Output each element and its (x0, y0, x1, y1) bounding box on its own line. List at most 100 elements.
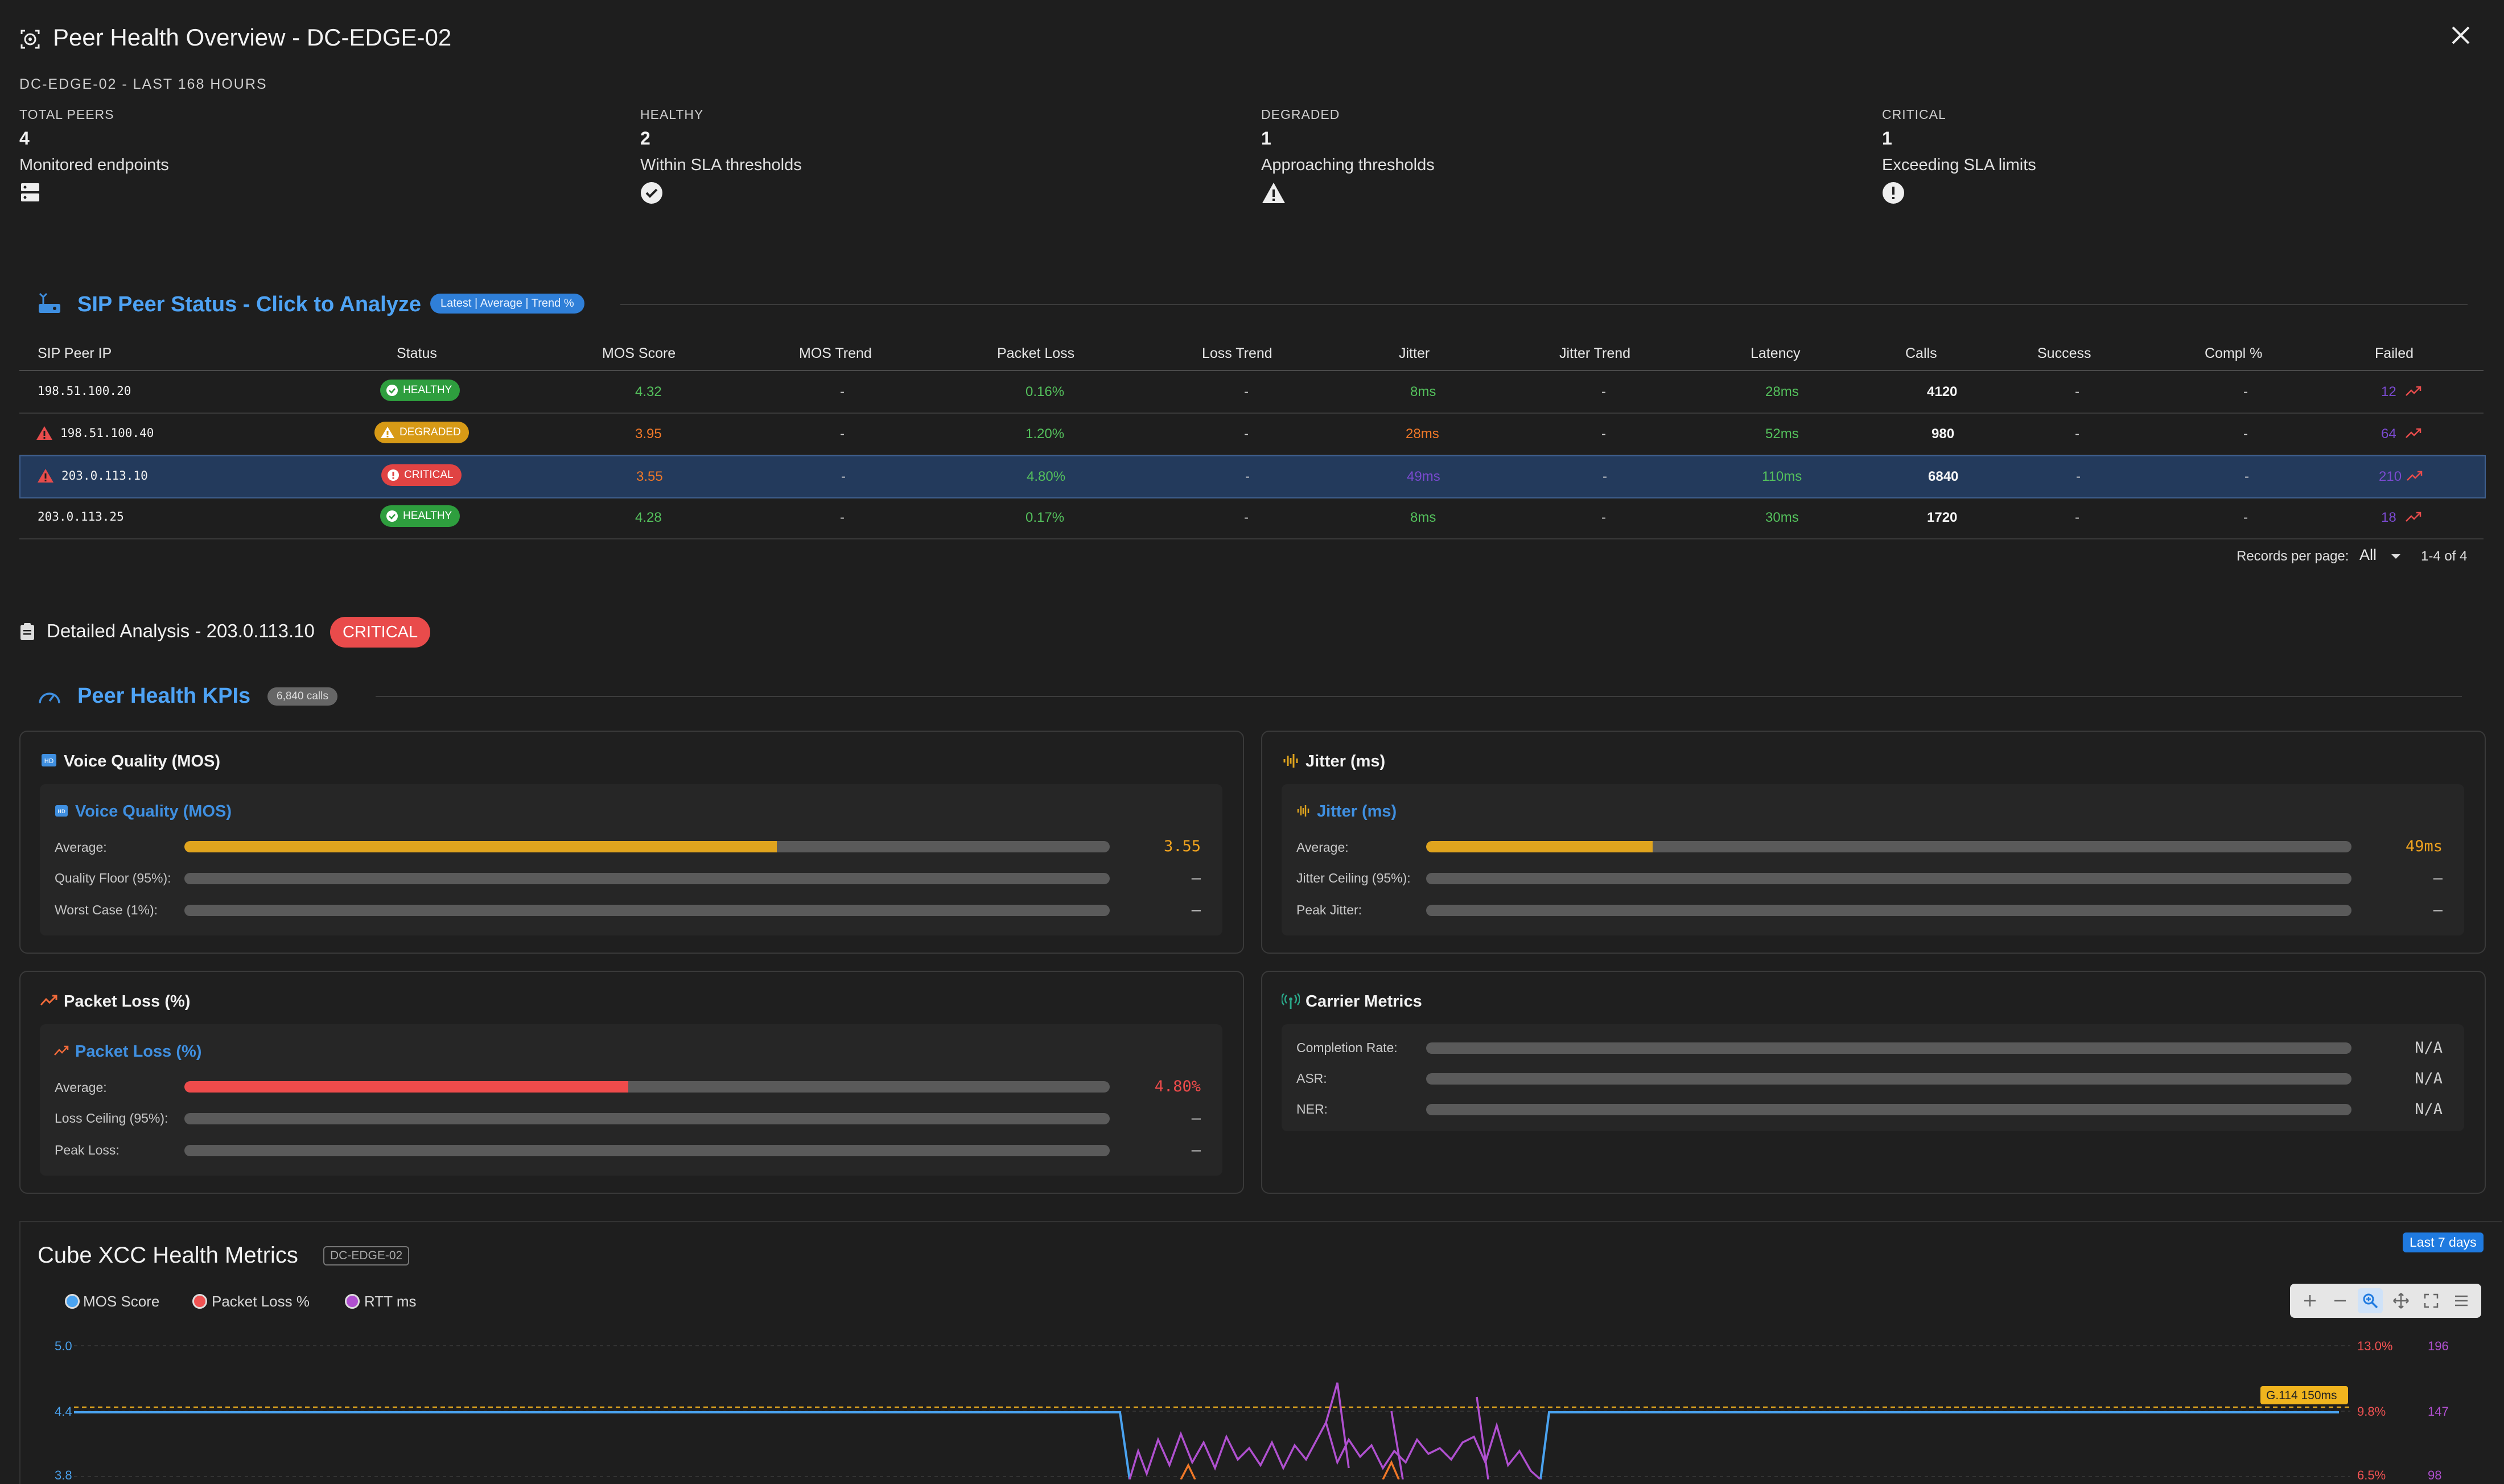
mos-value: 4.32 (635, 384, 662, 399)
y-tick-right-rtt: 196 (2428, 1339, 2449, 1353)
loss-value: 0.16% (1026, 384, 1065, 399)
metric-value: – (1191, 1141, 1201, 1159)
series-mos-line (74, 1411, 2339, 1479)
pagination-range: 1-4 of 4 (2421, 549, 2468, 564)
stat-desc: Monitored endpoints (19, 156, 169, 174)
col-header-calls[interactable]: Calls (1905, 345, 1937, 361)
close-icon[interactable] (2448, 23, 2473, 48)
dashboard-icon (19, 28, 41, 50)
page-title: Peer Health Overview - DC-EDGE-02 (53, 24, 452, 51)
metric-bar (184, 905, 1110, 916)
col-header-mos-trend[interactable]: MOS Trend (799, 345, 872, 361)
mos-trend: - (840, 384, 845, 399)
panel-title: Voice Quality (MOS) (75, 802, 232, 821)
latency-value: 28ms (1765, 384, 1799, 399)
hd-icon: HD (55, 805, 68, 817)
metric-bar (1426, 1104, 2351, 1115)
status-badge: DEGRADED (374, 422, 469, 443)
success-value: - (2075, 384, 2079, 399)
calls-value: 6840 (1928, 469, 1959, 484)
stat-label: TOTAL PEERS (19, 107, 114, 122)
legend-label-rtt[interactable]: RTT ms (364, 1293, 417, 1310)
carrier-metrics-panel: Completion Rate: N/A ASR: N/A NER: N/A (1282, 1024, 2464, 1131)
warning-icon (36, 426, 52, 440)
divider (376, 696, 2462, 697)
peer-ip: 198.51.100.40 (60, 426, 154, 440)
y-tick-right-loss: 9.8% (2357, 1404, 2386, 1419)
table-row[interactable]: 198.51.100.20 HEALTHY 4.32 - 0.16% - 8ms… (19, 372, 2484, 414)
fullscreen-icon[interactable] (2419, 1288, 2444, 1313)
metric-value: N/A (2415, 1039, 2443, 1057)
peer-ip: 198.51.100.20 (38, 384, 131, 398)
threshold-label-bg (2260, 1386, 2348, 1404)
metric-bar-fill (184, 841, 777, 852)
table-row[interactable]: 203.0.113.25 HEALTHY 4.28 - 0.17% - 8ms … (19, 497, 2484, 539)
status-text: CRITICAL (404, 469, 454, 481)
jitter-trend: - (1601, 426, 1606, 442)
loss-value: 0.17% (1026, 510, 1065, 525)
compl-value: - (2243, 510, 2248, 525)
status-text: HEALTHY (403, 384, 452, 396)
error-circle-icon (1882, 182, 2036, 207)
legend-label-mos[interactable]: MOS Score (83, 1293, 160, 1310)
series-loss-line (1180, 1460, 1400, 1479)
metric-label: NER: (1296, 1102, 1328, 1116)
failed-value: 18 (2381, 510, 2396, 525)
loss-value: 4.80% (1027, 469, 1066, 484)
col-header-loss-trend[interactable]: Loss Trend (1202, 345, 1272, 361)
legend-marker-mos[interactable] (65, 1294, 80, 1309)
legend-label-loss[interactable]: Packet Loss % (212, 1293, 310, 1310)
col-header-mos[interactable]: MOS Score (602, 345, 676, 361)
table-row-selected[interactable]: 203.0.113.10 CRITICAL 3.55 - 4.80% - 49m… (19, 455, 2486, 498)
metric-value: 49ms (2405, 838, 2443, 855)
metric-label: Jitter Ceiling (95%): (1296, 871, 1411, 885)
y-tick-right-loss: 6.5% (2357, 1468, 2386, 1479)
selection-zoom-icon[interactable] (2358, 1288, 2383, 1313)
col-header-latency[interactable]: Latency (1751, 345, 1801, 361)
metric-value: – (1191, 901, 1201, 919)
pan-icon[interactable] (2388, 1288, 2414, 1313)
time-range-badge[interactable]: Last 7 days (2403, 1232, 2484, 1252)
metric-bar (184, 1113, 1110, 1124)
metric-bar (1426, 873, 2351, 884)
records-per-page-label: Records per page: (2237, 549, 2349, 564)
col-header-success[interactable]: Success (2037, 345, 2091, 361)
col-header-compl[interactable]: Compl % (2205, 345, 2263, 361)
success-value: - (2076, 469, 2081, 484)
card-title: Voice Quality (MOS) (64, 752, 221, 770)
calls-value: 4120 (1927, 384, 1958, 399)
col-header-failed[interactable]: Failed (2375, 345, 2414, 361)
metric-value: – (1191, 1110, 1201, 1127)
jitter-trend: - (1601, 510, 1606, 525)
series-rtt-spike (1390, 1396, 1489, 1479)
menu-icon[interactable] (2449, 1288, 2474, 1313)
table-row[interactable]: 198.51.100.40 DEGRADED 3.95 - 1.20% - 28… (19, 414, 2484, 456)
trend-up-icon (2406, 512, 2421, 522)
health-chart-plot: 5.0 4.4 3.8 13.0% 9.8% 6.5% 196 147 98 G… (55, 1339, 2449, 1479)
section-title-peer-status: SIP Peer Status - Click to Analyze (77, 292, 421, 316)
col-header-loss[interactable]: Packet Loss (997, 345, 1075, 361)
metric-label: Peak Jitter: (1296, 902, 1362, 917)
metric-bar (184, 873, 1110, 884)
metrics-mode-pill[interactable]: Latest | Average | Trend % (430, 294, 584, 314)
chevron-down-icon[interactable] (2390, 553, 2402, 560)
legend-marker-loss[interactable] (192, 1294, 207, 1309)
metric-value: 4.80% (1154, 1078, 1201, 1095)
status-badge: HEALTHY (380, 380, 460, 401)
col-header-jitter-trend[interactable]: Jitter Trend (1559, 345, 1631, 361)
col-header-status[interactable]: Status (397, 345, 437, 361)
col-header-ip[interactable]: SIP Peer IP (38, 345, 112, 361)
metric-value: 3.55 (1163, 838, 1201, 855)
panel-title: Jitter (ms) (1317, 802, 1397, 821)
legend-marker-rtt[interactable] (345, 1294, 360, 1309)
jitter-value: 8ms (1410, 510, 1436, 525)
metric-bar-fill (1426, 841, 1653, 852)
zoom-out-icon[interactable] (2328, 1288, 2353, 1313)
zoom-in-icon[interactable] (2297, 1288, 2322, 1313)
failed-value: 12 (2381, 384, 2396, 399)
server-icon (19, 182, 169, 206)
jitter-panel: Jitter (ms) Average: 49ms Jitter Ceiling… (1282, 784, 2464, 935)
records-per-page-select[interactable]: All (2359, 546, 2377, 563)
y-tick-right-rtt: 147 (2428, 1404, 2449, 1419)
col-header-jitter[interactable]: Jitter (1399, 345, 1430, 361)
